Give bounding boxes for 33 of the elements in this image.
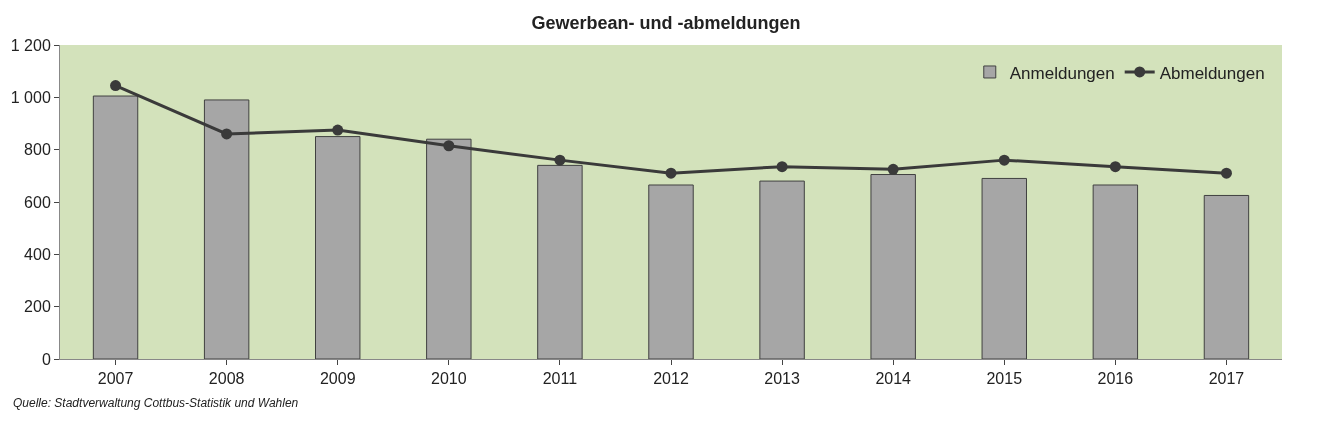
- y-tick-label: 1 000: [10, 88, 51, 106]
- x-tick-label: 2012: [653, 370, 689, 388]
- point: [443, 140, 455, 152]
- y-tick-label: 800: [24, 141, 51, 159]
- point: [1220, 167, 1232, 179]
- point: [776, 161, 788, 173]
- x-tick-label: 2009: [319, 370, 356, 388]
- point: [554, 154, 566, 166]
- point: [332, 124, 344, 136]
- legend-label: Abmeldungen: [1159, 63, 1265, 83]
- x-tick-label: 2017: [1208, 370, 1245, 388]
- y-tick-label: 1 200: [10, 36, 51, 54]
- point: [110, 80, 122, 92]
- x-tick-label: 2008: [208, 370, 245, 388]
- y-tick-label: 400: [24, 245, 51, 263]
- source-note: Quelle: Stadtverwaltung Cottbus-Statistik und Wahlen: [13, 396, 299, 410]
- x-tick-label: 2007: [97, 370, 134, 388]
- point: [887, 163, 899, 175]
- y-tick-label: 200: [24, 298, 51, 316]
- legend-label: Anmeldungen: [1009, 63, 1115, 83]
- chart-title: Gewerbean- und -abmeldungen: [531, 13, 801, 34]
- x-tick-label: 2013: [764, 370, 800, 388]
- point: [665, 167, 677, 179]
- x-tick-label: 2016: [1097, 370, 1134, 388]
- x-tick-label: 2015: [986, 370, 1023, 388]
- point: [1109, 161, 1121, 173]
- x-tick-label: 2014: [875, 370, 912, 388]
- point: [221, 128, 233, 140]
- y-tick-label: 600: [24, 193, 51, 211]
- point: [998, 154, 1010, 166]
- x-tick-label: 2010: [431, 370, 467, 388]
- x-tick-label: 2011: [542, 370, 578, 388]
- y-tick-label: 0: [41, 350, 51, 368]
